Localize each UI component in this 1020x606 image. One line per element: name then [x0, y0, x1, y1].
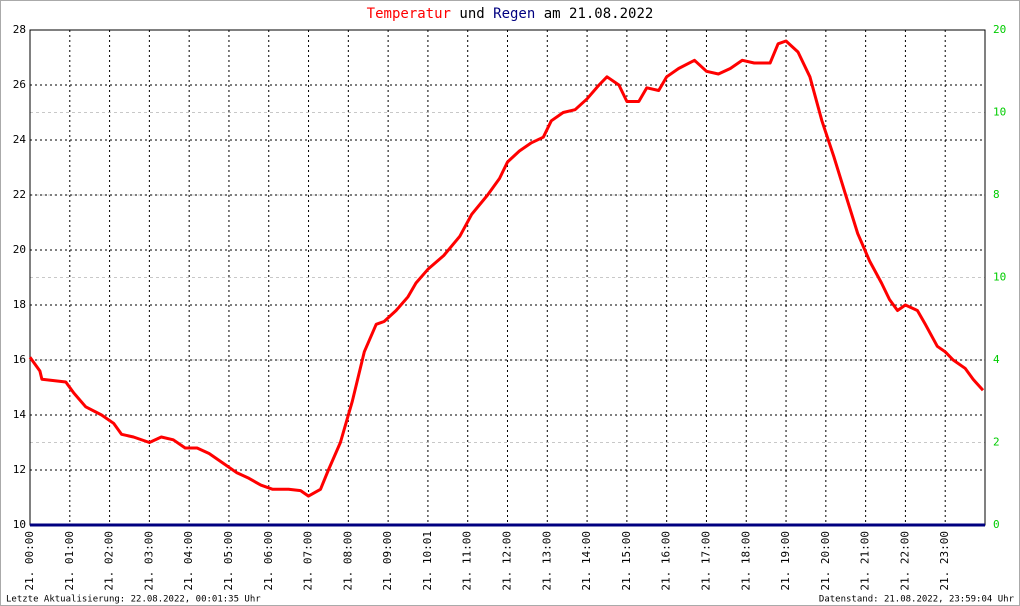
x-tick-label: 21. 06:00	[262, 531, 275, 591]
y2-tick-label: 4	[993, 353, 1000, 366]
x-tick-label: 21. 20:00	[819, 531, 832, 591]
x-tick-label: 21. 09:00	[381, 531, 394, 591]
title-part: Temperatur	[367, 6, 451, 22]
y2-tick-label: 10	[993, 271, 1006, 284]
x-tick-label: 21. 19:00	[779, 531, 792, 591]
x-tick-label: 21. 14:00	[580, 531, 593, 591]
series-line	[28, 39, 985, 498]
x-tick-label: 21. 01:00	[63, 531, 76, 591]
y-tick-label: 16	[13, 353, 26, 366]
x-tick-label: 21. 03:00	[142, 531, 155, 591]
x-tick-label: 21. 16:00	[660, 531, 673, 591]
x-tick-label: 21. 21:00	[859, 531, 872, 591]
title-part: am 21.08.2022	[544, 6, 654, 22]
x-tick-label: 21. 22:00	[898, 531, 911, 591]
y-tick-label: 18	[13, 298, 26, 311]
y2-tick-label: 10	[993, 106, 1006, 119]
x-tick-label: 21. 02:00	[103, 531, 116, 591]
x-tick-label: 21. 11:00	[461, 531, 474, 591]
y-tick-label: 10	[13, 518, 26, 531]
y-tick-label: 28	[13, 23, 26, 36]
title-part: und	[459, 6, 484, 22]
y-tick-label: 20	[13, 243, 26, 256]
title-part: Regen	[493, 6, 535, 22]
y-tick-label: 12	[13, 463, 26, 476]
x-tick-label: 21. 15:00	[620, 531, 633, 591]
x-tick-label: 21. 07:00	[302, 531, 315, 591]
x-tick-label: 21. 08:00	[341, 531, 354, 591]
y2-tick-label: 2	[993, 436, 1000, 449]
x-tick-label: 21. 13:00	[540, 531, 553, 591]
x-tick-label: 21. 10:01	[421, 531, 434, 591]
y-tick-label: 24	[13, 133, 27, 146]
x-tick-label: 21. 23:00	[938, 531, 951, 591]
x-tick-label: 21. 18:00	[739, 531, 752, 591]
x-tick-label: 21. 05:00	[222, 531, 235, 591]
x-tick-label: 21. 00:00	[23, 531, 36, 591]
y-tick-label: 22	[13, 188, 26, 201]
x-tick-label: 21. 12:00	[501, 531, 514, 591]
x-tick-label: 21. 04:00	[182, 531, 195, 591]
y2-tick-label: 0	[993, 518, 1000, 531]
footer-left: Letzte Aktualisierung: 22.08.2022, 00:01…	[6, 595, 261, 605]
x-tick-label: 21. 17:00	[699, 531, 712, 591]
y-tick-label: 14	[13, 408, 27, 421]
chart-title: Temperatur und Regen am 21.08.2022	[367, 6, 654, 22]
y2-tick-label: 8	[993, 188, 1000, 201]
y-tick-label: 26	[13, 78, 26, 91]
y2-tick-label: 20	[993, 23, 1006, 36]
footer-right: Datenstand: 21.08.2022, 23:59:04 Uhr	[819, 595, 1015, 605]
